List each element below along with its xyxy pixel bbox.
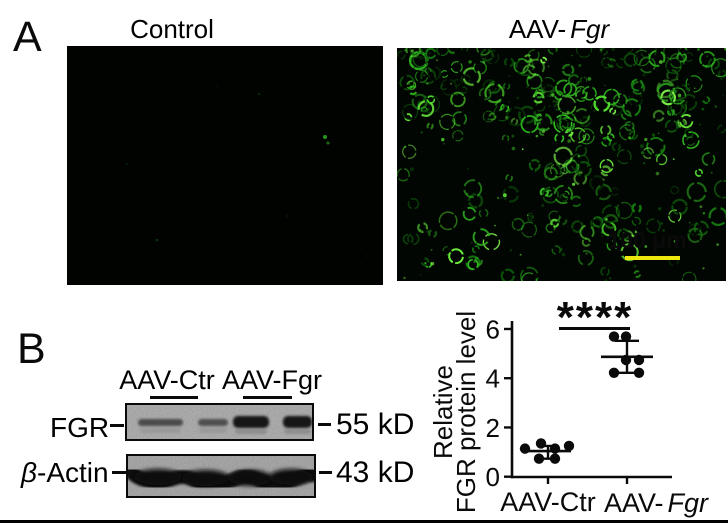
- mw-43-label: 43 kD: [336, 456, 415, 489]
- panel-a-label: A: [13, 13, 42, 61]
- svg-text:0: 0: [486, 462, 500, 492]
- aav-fgr-underline: [243, 396, 292, 399]
- blot-group-label-aav-fgr: AAV-Fgr: [221, 365, 323, 395]
- scale-bar: [625, 256, 680, 260]
- mw-43-tick: [319, 471, 332, 474]
- fgr-protein-label: FGR: [50, 412, 110, 443]
- y-axis-label-line2: FGR protein level: [451, 311, 481, 513]
- svg-text:4: 4: [486, 364, 500, 394]
- beta-actin-blot-image: [126, 454, 316, 498]
- figure-bottom-rule: [0, 520, 728, 523]
- significance-stars: ****: [557, 293, 634, 342]
- fgr-protein-scatter-chart: **** 0 2 4 6 AAV-Ctr AAV- Fgr Relative FGR protei…: [420, 290, 728, 527]
- blot-group-label-aav-ctr: AAV-Ctr: [119, 365, 215, 395]
- aav-fgr-image-title: AAV- Fgr: [509, 16, 609, 42]
- fgr-blot-image: [125, 403, 314, 441]
- scale-bar-label: 100 μm: [607, 227, 686, 253]
- beta-actin-left-tick: [112, 471, 126, 474]
- x-label-aav-ctr: AAV-Ctr: [500, 487, 596, 517]
- y-axis-label-line1: Relative: [428, 365, 458, 459]
- beta-actin-protein-label: β-Actin: [21, 457, 109, 488]
- x-label-aav-fgr: AAV- Fgr: [604, 488, 709, 518]
- aav-fgr-fluorescence-image: 100 μm: [397, 48, 726, 281]
- control-image-title: Control: [130, 14, 214, 44]
- mw-55-label: 55 kD: [336, 408, 415, 441]
- control-fluorescence-image: [67, 46, 383, 285]
- aav-fgr-title-prefix: AAV-: [508, 14, 567, 44]
- svg-text:6: 6: [486, 314, 500, 344]
- mw-55-tick: [318, 423, 331, 426]
- fgr-left-tick: [110, 424, 124, 427]
- panel-b-label: B: [17, 325, 46, 373]
- svg-text:2: 2: [486, 413, 500, 443]
- aav-ctr-underline: [150, 396, 198, 399]
- aav-fgr-title-gene: Fgr: [570, 14, 610, 44]
